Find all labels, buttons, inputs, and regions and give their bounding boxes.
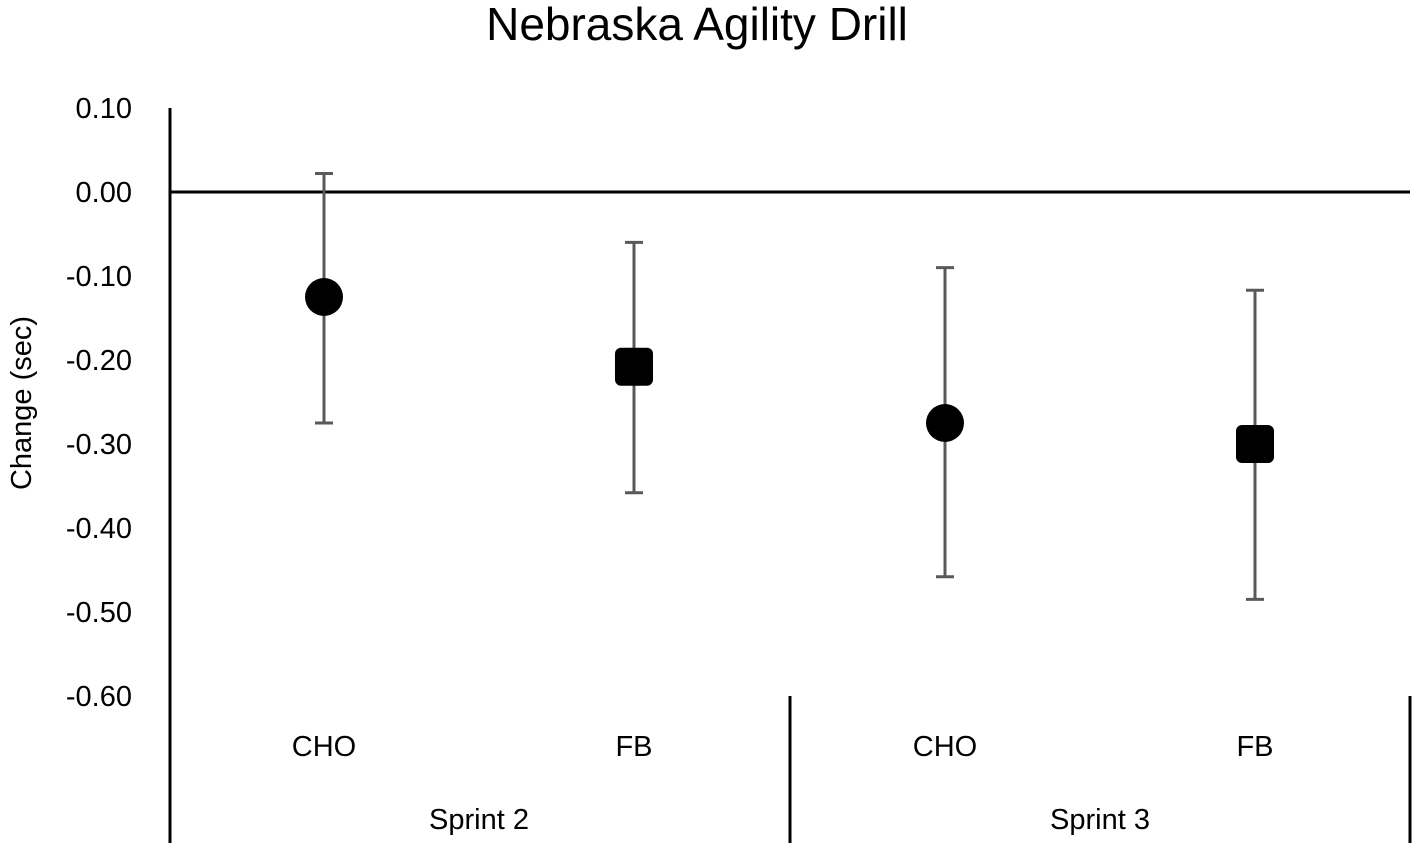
- error-bars: [315, 172, 1264, 601]
- y-axis-title: Change (sec): [6, 316, 38, 490]
- data-point-square: [615, 347, 653, 386]
- category-labels: CHO FB CHO FB: [292, 731, 1274, 763]
- y-tick-label: 0.10: [76, 93, 132, 125]
- data-point-square: [1236, 425, 1274, 463]
- data-point-circle: [305, 278, 343, 316]
- group-label: Sprint 3: [1050, 804, 1150, 836]
- y-tick-label: -0.10: [66, 261, 132, 293]
- markers: [305, 278, 1274, 463]
- group-labels: Sprint 2 Sprint 3: [429, 804, 1150, 836]
- y-tick-label: -0.40: [66, 513, 132, 545]
- y-tick-label: -0.60: [66, 681, 132, 713]
- y-tick-labels: 0.10 0.00 -0.10 -0.20 -0.30 -0.40 -0.50 -0.60: [66, 93, 132, 713]
- chart-title: Nebraska Agility Drill: [486, 0, 908, 50]
- y-tick-label: 0.00: [76, 177, 132, 209]
- category-label: FB: [615, 731, 652, 763]
- axes: [168, 108, 1412, 843]
- category-label: CHO: [292, 731, 356, 763]
- y-tick-label: -0.30: [66, 429, 132, 461]
- y-tick-label: -0.50: [66, 597, 132, 629]
- y-tick-label: -0.20: [66, 345, 132, 377]
- category-label: FB: [1236, 731, 1273, 763]
- data-point-circle: [926, 404, 964, 442]
- category-label: CHO: [913, 731, 977, 763]
- group-label: Sprint 2: [429, 804, 529, 836]
